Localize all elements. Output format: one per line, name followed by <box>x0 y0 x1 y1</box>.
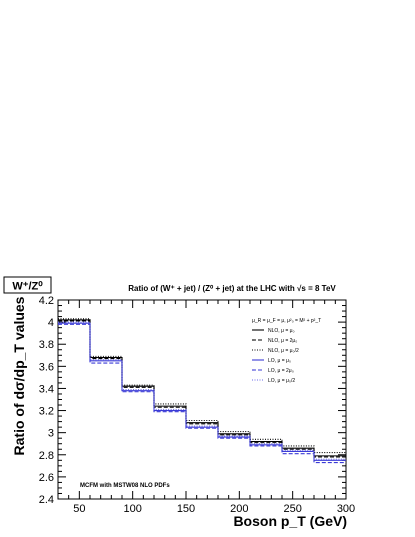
y-tick-label: 3.6 <box>39 361 54 373</box>
x-tick-label: 300 <box>337 503 355 515</box>
x-tick-label: 250 <box>283 503 301 515</box>
legend-label: NLO, μ = 2μ₀ <box>268 338 297 344</box>
x-tick-label: 200 <box>230 503 248 515</box>
y-tick-label: 3.4 <box>39 383 54 395</box>
x-tick-label: 150 <box>177 503 195 515</box>
x-tick-label: 100 <box>123 503 141 515</box>
chart-title: Ratio of (W⁺ + jet) / (Z⁰ + jet) at the … <box>128 284 336 293</box>
y-axis-title: Ratio of dσ/dp_T values <box>11 296 27 455</box>
legend: μ_R = μ_F = μ, μ²₀ = M² + p²_T NLO, μ = … <box>252 318 321 384</box>
x-axis-title: Boson p_T (GeV) <box>233 513 347 529</box>
series-line-5 <box>58 323 346 464</box>
series-line-2 <box>58 320 346 458</box>
legend-label: NLO, μ = μ₀/2 <box>268 348 299 354</box>
x-tick-label: 50 <box>73 503 85 515</box>
legend-label: LO, μ = μ₀ <box>268 358 291 364</box>
y-tick-label: 3 <box>48 428 54 440</box>
y-tick-label: 2.8 <box>39 450 54 462</box>
legend-label: LO, μ = μ₀/2 <box>268 378 295 384</box>
badge-label: W⁺/Z⁰ <box>12 281 43 293</box>
axis-ticks <box>57 299 347 500</box>
y-tick-label: 4 <box>48 317 54 329</box>
tick-labels: 50 100 150 200 250 300 2.4 2.6 2.8 3 3.2 3.4 3.6 3.8 4… <box>39 295 355 515</box>
y-tick-label: 3.8 <box>39 339 54 351</box>
pdf-annotation: MCFM with MSTW08 NLO PDFs <box>80 483 170 489</box>
y-tick-label: 2.4 <box>39 494 54 506</box>
y-tick-label: 3.2 <box>39 406 54 418</box>
plot-frame <box>57 299 347 500</box>
legend-header: μ_R = μ_F = μ, μ²₀ = M² + p²_T <box>252 318 321 324</box>
series-line-3 <box>58 318 346 454</box>
legend-label: NLO, μ = μ₀ <box>268 328 295 334</box>
series-line-1 <box>58 319 346 457</box>
series-line-6 <box>58 321 346 460</box>
legend-label: LO, μ = 2μ₀ <box>268 368 294 374</box>
y-tick-label: 2.6 <box>39 472 54 484</box>
badge-box <box>3 276 52 294</box>
series-line-4 <box>58 322 346 461</box>
y-tick-label: 4.2 <box>39 295 54 307</box>
series-lines <box>58 318 346 464</box>
